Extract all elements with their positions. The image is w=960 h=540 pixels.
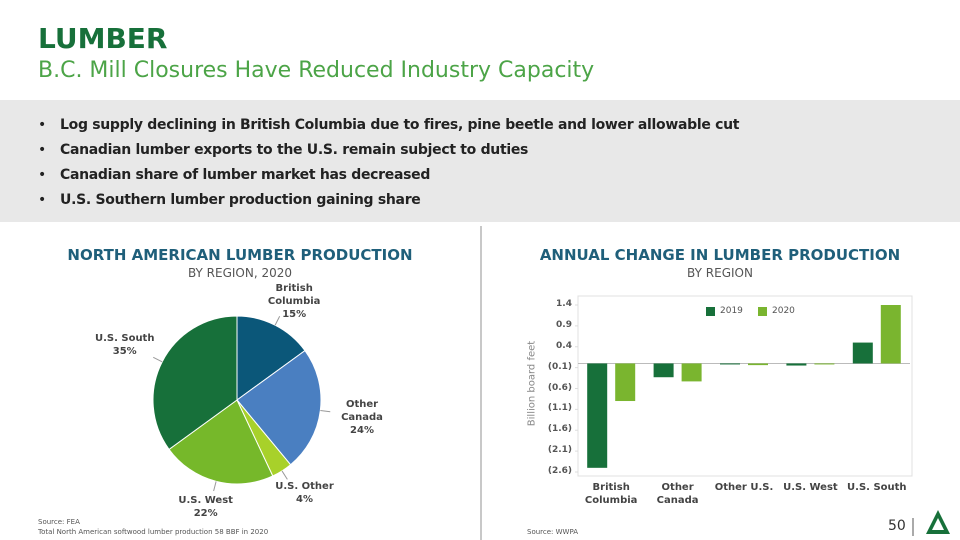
legend-label: 2019 xyxy=(720,306,743,316)
chart-subtitle: BY REGION xyxy=(687,266,753,280)
pie-slice xyxy=(236,349,322,466)
y-tick-label: 0.4 xyxy=(556,340,572,351)
bullet-dot: • xyxy=(38,142,47,158)
chart-subtitle: BY REGION, 2020 xyxy=(187,266,293,280)
bar xyxy=(880,305,901,364)
pie-value-label: 15% xyxy=(282,309,307,321)
pie-value-label: 22% xyxy=(193,508,218,520)
bar xyxy=(748,363,768,366)
source: Total North American softwood lumber pro… xyxy=(38,528,269,536)
y-tick-label: 0.9 xyxy=(556,319,572,330)
bar xyxy=(681,363,702,382)
x-tick-label: Other U.S. xyxy=(714,482,774,493)
y-tick-label: 1.4 xyxy=(556,299,572,309)
legend-swatch xyxy=(758,307,767,316)
bullet: Canadian share of lumber market has decr… xyxy=(60,167,431,183)
bar xyxy=(587,363,608,468)
bar xyxy=(852,342,873,364)
leader-line xyxy=(213,481,217,492)
y-tick-label: (2.1) xyxy=(547,445,572,456)
y-tick-label: (1.1) xyxy=(547,403,572,414)
y-tick-label: (2.6) xyxy=(547,466,572,476)
pie-slice xyxy=(168,399,274,485)
plot-frame xyxy=(577,295,913,477)
bar xyxy=(814,363,835,365)
y-tick-label: (0.1) xyxy=(547,361,572,372)
page-number: 50 xyxy=(888,518,906,534)
pie-label: British Columbia xyxy=(267,283,321,308)
x-tick-label: U.S. West xyxy=(783,482,838,493)
y-tick-label: (1.6) xyxy=(547,424,572,435)
logo-inner xyxy=(932,518,944,530)
leader-line xyxy=(153,356,163,363)
leader-line xyxy=(281,470,288,480)
bullet-dot: • xyxy=(38,117,47,133)
bullet: Log supply declining in British Columbia… xyxy=(60,117,740,133)
bar xyxy=(653,363,674,378)
pie-slice xyxy=(152,315,238,451)
legend-label: 2020 xyxy=(772,306,795,316)
bar xyxy=(786,363,807,366)
chart-title: NORTH AMERICAN LUMBER PRODUCTION xyxy=(67,246,413,264)
pie-value-label: 4% xyxy=(296,494,313,506)
x-tick-label: British Columbia xyxy=(584,482,638,506)
title: LUMBER xyxy=(38,22,168,55)
x-tick-label: U.S. South xyxy=(847,482,907,493)
chart-title: ANNUAL CHANGE IN LUMBER PRODUCTION xyxy=(539,246,901,264)
legend-swatch xyxy=(706,307,715,316)
bullet: Canadian lumber exports to the U.S. rema… xyxy=(60,142,529,158)
leader-line xyxy=(320,410,331,413)
pie-label: U.S. West xyxy=(178,495,233,507)
pie-value-label: 24% xyxy=(350,425,374,437)
bullet-band xyxy=(0,100,960,222)
source: Source: FEA xyxy=(38,518,80,526)
subtitle: B.C. Mill Closures Have Reduced Industry… xyxy=(38,58,595,83)
pie-label: Other Canada xyxy=(341,399,383,424)
source: Source: WWPA xyxy=(527,528,579,536)
x-tick-label: Other Canada xyxy=(656,482,699,506)
pie-label: U.S. Other xyxy=(275,481,334,493)
bullet: U.S. Southern lumber production gaining … xyxy=(60,192,421,208)
bullet-dot: • xyxy=(38,192,47,208)
y-tick-label: (0.6) xyxy=(547,382,572,393)
pie-value-label: 35% xyxy=(112,346,137,358)
leader-line xyxy=(274,316,281,326)
bar xyxy=(615,363,636,402)
pie-label: U.S. South xyxy=(94,333,155,345)
bullet-dot: • xyxy=(38,167,47,183)
bar xyxy=(720,363,740,365)
pie-slice xyxy=(236,315,306,401)
